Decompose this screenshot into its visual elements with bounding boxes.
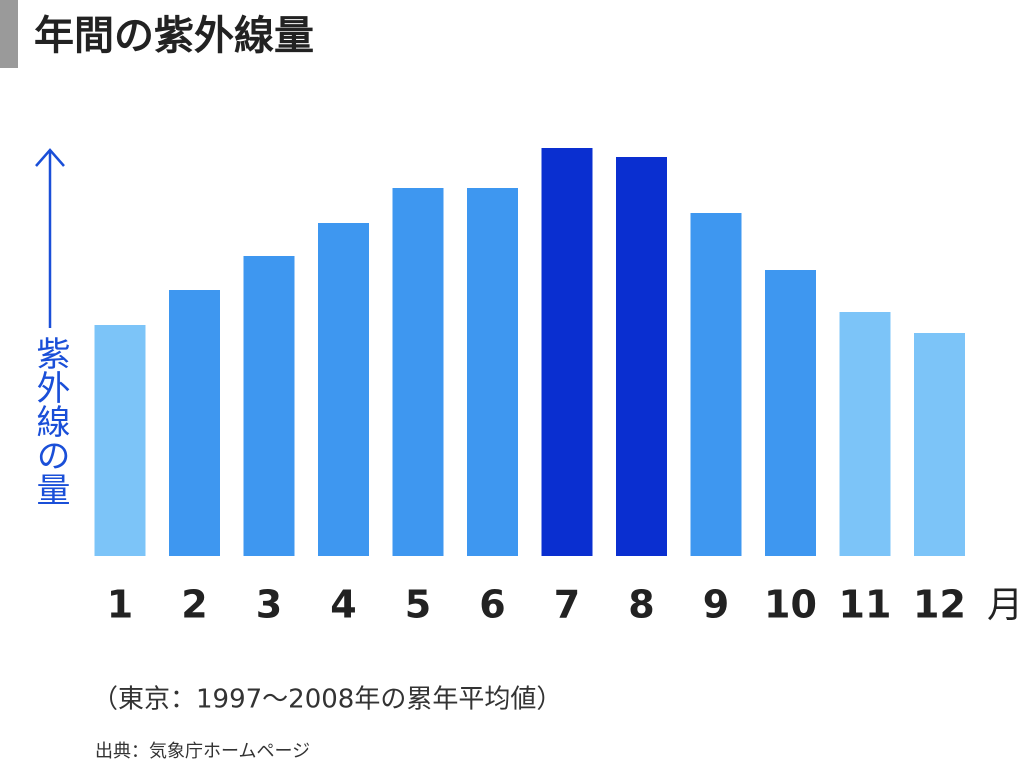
bar	[169, 290, 220, 556]
x-tick-label: 11	[839, 583, 892, 627]
x-tick-label: 5	[405, 583, 431, 627]
source: 出典：気象庁ホームページ	[95, 741, 310, 762]
x-tick-label: 8	[628, 583, 654, 627]
x-unit: 月	[987, 585, 1023, 626]
x-tick-label: 2	[181, 583, 207, 627]
title-accent	[0, 0, 18, 68]
bar	[94, 325, 146, 556]
x-tick-label: 1	[107, 583, 133, 627]
x-tick-label: 12	[913, 583, 966, 627]
bar	[616, 157, 667, 556]
bar	[839, 312, 891, 556]
bar	[914, 333, 965, 556]
x-tick-label: 10	[764, 583, 817, 627]
bar	[392, 188, 444, 556]
bar	[467, 188, 518, 556]
x-tick-label: 9	[703, 583, 729, 627]
y-axis-label: 紫外線の量	[30, 336, 70, 506]
bar	[541, 148, 593, 556]
bar	[690, 213, 742, 556]
arrow-head	[35, 148, 65, 167]
x-tick-label: 6	[479, 583, 505, 627]
x-tick-label: 4	[330, 583, 356, 627]
chart-title: 年間の紫外線量	[34, 13, 314, 59]
x-tick-label: 7	[554, 583, 580, 627]
bar	[243, 256, 295, 556]
bar	[318, 223, 369, 556]
bar	[765, 270, 816, 556]
note: （東京：1997〜2008年の累年平均値）	[92, 685, 562, 715]
x-tick-label: 3	[256, 583, 282, 627]
